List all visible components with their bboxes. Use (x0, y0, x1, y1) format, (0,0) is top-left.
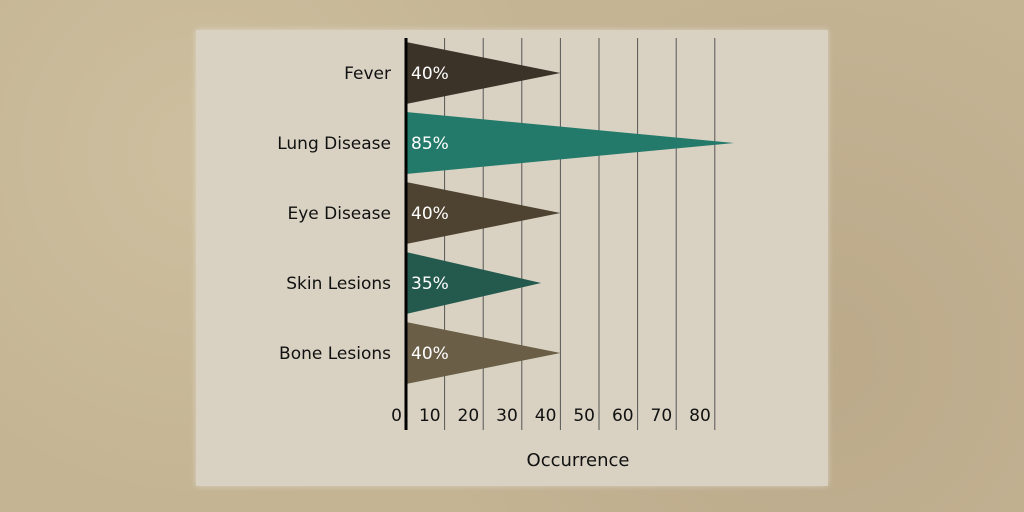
data-label: 35% (411, 274, 449, 294)
chart-panel (196, 30, 828, 486)
bar-skin-lesions (406, 252, 542, 314)
category-label: Skin Lesions (286, 274, 391, 294)
bar-lung-disease (406, 112, 735, 174)
bar-fever (406, 42, 561, 104)
x-tick-label: 30 (496, 406, 518, 426)
x-tick-label: 60 (612, 406, 634, 426)
bar-bone-lesions (406, 322, 561, 384)
x-tick-label: 40 (535, 406, 557, 426)
x-tick-label: 70 (651, 406, 673, 426)
data-label: 40% (411, 344, 449, 364)
x-axis-label: Occurrence (527, 450, 630, 471)
x-tick-label: 0 (391, 406, 402, 426)
data-label: 40% (411, 204, 449, 224)
data-label: 40% (411, 64, 449, 84)
category-label: Eye Disease (287, 204, 391, 224)
x-tick-label: 80 (689, 406, 711, 426)
category-label: Lung Disease (277, 134, 391, 154)
x-tick-label: 50 (573, 406, 595, 426)
category-label: Fever (344, 64, 391, 84)
x-tick-label: 20 (458, 406, 480, 426)
data-label: 85% (411, 134, 449, 154)
x-tick-label: 10 (419, 406, 441, 426)
bar-eye-disease (406, 182, 561, 244)
category-label: Bone Lesions (279, 344, 391, 364)
